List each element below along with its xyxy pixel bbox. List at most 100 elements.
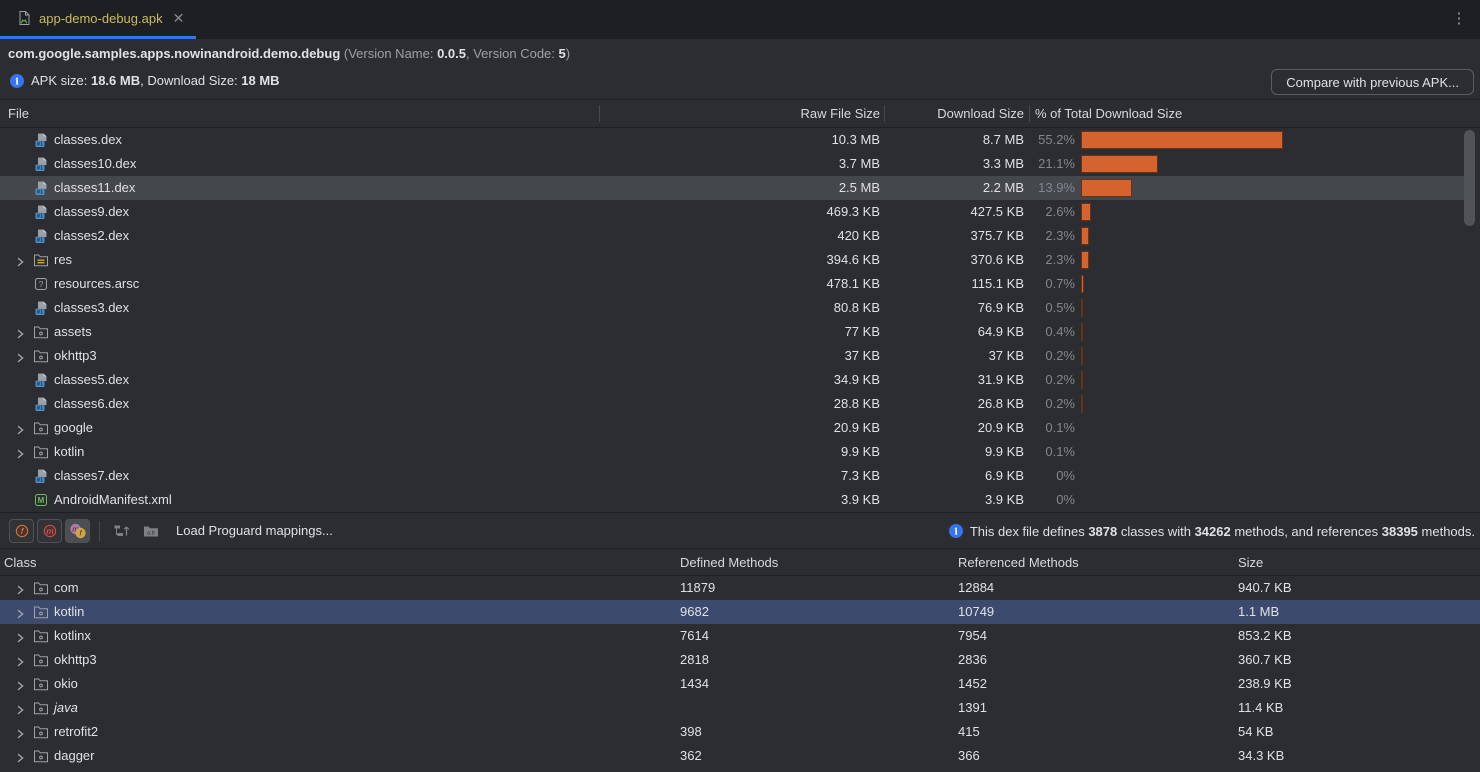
class-table-row[interactable]: okhttp3 2818 2836 360.7 KB — [0, 648, 1480, 672]
chevron-right-icon[interactable] — [15, 607, 25, 619]
column-header-class[interactable]: Class — [4, 555, 37, 570]
kebab-menu-icon[interactable]: ⋮ — [1451, 10, 1467, 27]
chevron-right-icon[interactable] — [15, 423, 25, 435]
apk-size-line: i APK size: 18.6 MB, Download Size: 18 M… — [10, 71, 280, 91]
file-table-row[interactable]: 01 classes3.dex 80.8 KB 76.9 KB 0.5% — [0, 296, 1467, 320]
file-table-row[interactable]: 01 classes9.dex 469.3 KB 427.5 KB 2.6% — [0, 200, 1467, 224]
chevron-right-icon[interactable] — [15, 327, 25, 339]
file-table-row[interactable]: 01 classes5.dex 34.9 KB 31.9 KB 0.2% — [0, 368, 1467, 392]
download-size: 3.9 KB — [984, 492, 1024, 507]
column-header-download-size[interactable]: Download Size — [937, 106, 1024, 121]
file-table-row[interactable]: 01 classes11.dex 2.5 MB 2.2 MB 13.9% — [0, 176, 1467, 200]
svg-text:i: i — [15, 77, 19, 88]
column-header-file[interactable]: File — [8, 106, 29, 121]
chevron-right-icon[interactable] — [15, 255, 25, 267]
file-table-row[interactable]: 01 classes2.dex 420 KB 375.7 KB 2.3% — [0, 224, 1467, 248]
flatten-packages-icon: a.b — [142, 523, 160, 539]
pct-of-download: 0.2% — [1045, 396, 1075, 411]
file-table-row[interactable]: ? resources.arsc 478.1 KB 115.1 KB 0.7% — [0, 272, 1467, 296]
folder-icon — [33, 348, 49, 364]
file-table-row[interactable]: res 394.6 KB 370.6 KB 2.3% — [0, 248, 1467, 272]
raw-file-size: 3.9 KB — [840, 492, 880, 507]
chevron-right-icon[interactable] — [15, 631, 25, 643]
show-methods-icon: m — [42, 523, 58, 539]
class-table-row[interactable]: java 1391 11.4 KB — [0, 696, 1480, 720]
file-name: classes.dex — [54, 132, 122, 147]
column-divider[interactable] — [884, 105, 885, 122]
file-table-row[interactable]: 01 classes.dex 10.3 MB 8.7 MB 55.2% — [0, 128, 1467, 152]
column-divider[interactable] — [1029, 105, 1030, 122]
pct-of-download: 0.5% — [1045, 300, 1075, 315]
package-size: 360.7 KB — [1238, 652, 1292, 667]
defined-methods-count: 2818 — [680, 652, 709, 667]
file-table-row[interactable]: 01 classes10.dex 3.7 MB 3.3 MB 21.1% — [0, 152, 1467, 176]
class-table-row[interactable]: dagger 362 366 34.3 KB — [0, 744, 1480, 768]
file-name: res — [54, 252, 73, 267]
file-table-body: 01 classes.dex 10.3 MB 8.7 MB 55.2% 01 c… — [0, 128, 1480, 512]
chevron-right-icon[interactable] — [15, 679, 25, 691]
dex-file-icon: 01 — [33, 156, 49, 172]
flatten-packages-button[interactable]: a.b — [138, 519, 164, 543]
dex-file-icon: 01 — [33, 372, 49, 388]
package-folder-icon — [33, 748, 49, 764]
column-header-raw-size[interactable]: Raw File Size — [800, 106, 880, 121]
file-table-row[interactable]: 01 classes6.dex 28.8 KB 26.8 KB 0.2% — [0, 392, 1467, 416]
chevron-right-icon[interactable] — [15, 703, 25, 715]
compare-apk-button[interactable]: Compare with previous APK... — [1271, 69, 1474, 95]
show-fields-icon: f — [14, 523, 30, 539]
referenced-methods-count: 10749 — [958, 604, 995, 619]
class-table-row[interactable]: com 11879 12884 940.7 KB — [0, 576, 1480, 600]
class-table-row[interactable]: okio 1434 1452 238.9 KB — [0, 672, 1480, 696]
column-header-size[interactable]: Size — [1238, 555, 1264, 570]
file-table-row[interactable]: google 20.9 KB 20.9 KB 0.1% — [0, 416, 1467, 440]
apk-header: com.google.samples.apps.nowinandroid.dem… — [0, 39, 1480, 99]
svg-text:01: 01 — [37, 310, 44, 316]
file-table-row[interactable]: M AndroidManifest.xml 3.9 KB 3.9 KB 0% — [0, 488, 1467, 512]
referenced-methods-count: 366 — [958, 748, 980, 763]
class-table-row[interactable]: retrofit2 398 415 54 KB — [0, 720, 1480, 744]
raw-file-size: 34.9 KB — [833, 372, 880, 387]
file-table-row[interactable]: kotlin 9.9 KB 9.9 KB 0.1% — [0, 440, 1467, 464]
pct-of-download: 0.2% — [1045, 372, 1075, 387]
column-divider[interactable] — [599, 105, 600, 122]
show-methods-button[interactable]: m — [37, 518, 62, 543]
referenced-methods-count: 1391 — [958, 700, 987, 715]
chevron-right-icon[interactable] — [15, 751, 25, 763]
column-header-referenced-methods[interactable]: Referenced Methods — [958, 555, 1079, 570]
tab-apk-analyzer[interactable]: app-demo-debug.apk ✕ — [0, 0, 196, 36]
chevron-right-icon[interactable] — [15, 727, 25, 739]
column-header-defined-methods[interactable]: Defined Methods — [680, 555, 779, 570]
class-table-row[interactable]: kotlin 9682 10749 1.1 MB — [0, 600, 1480, 624]
file-name: classes11.dex — [54, 180, 136, 195]
chevron-right-icon[interactable] — [15, 655, 25, 667]
load-proguard-mappings-button[interactable]: Load Proguard mappings... — [176, 523, 333, 538]
file-table-row[interactable]: assets 77 KB 64.9 KB 0.4% — [0, 320, 1467, 344]
pct-of-download: 0% — [1056, 468, 1075, 483]
dex-file-icon: 01 — [33, 132, 49, 148]
pct-bar — [1081, 155, 1158, 173]
dex-file-icon: 01 — [33, 468, 49, 484]
raw-file-size: 3.7 MB — [838, 156, 880, 171]
folder-icon — [33, 444, 49, 460]
package-name: kotlin — [54, 604, 85, 619]
chevron-right-icon[interactable] — [15, 447, 25, 459]
file-name: AndroidManifest.xml — [54, 492, 172, 507]
pct-of-download: 55.2% — [1038, 132, 1075, 147]
expand-tree-button[interactable] — [108, 519, 134, 543]
close-icon[interactable]: ✕ — [172, 10, 185, 26]
svg-text:01: 01 — [37, 190, 44, 196]
pct-bar — [1081, 227, 1089, 245]
file-table-row[interactable]: 01 classes7.dex 7.3 KB 6.9 KB 0% — [0, 464, 1467, 488]
package-size: 853.2 KB — [1238, 628, 1292, 643]
defined-methods-count: 1434 — [680, 676, 709, 691]
package-name: okio — [54, 676, 78, 691]
show-fields-button[interactable]: f — [9, 518, 34, 543]
vertical-scrollbar-thumb[interactable] — [1464, 130, 1475, 226]
chevron-right-icon[interactable] — [15, 583, 25, 595]
file-table-row[interactable]: okhttp3 37 KB 37 KB 0.2% — [0, 344, 1467, 368]
chevron-right-icon[interactable] — [15, 351, 25, 363]
column-header-pct-download[interactable]: % of Total Download Size — [1035, 106, 1183, 121]
class-table-row[interactable]: kotlinx 7614 7954 853.2 KB — [0, 624, 1480, 648]
